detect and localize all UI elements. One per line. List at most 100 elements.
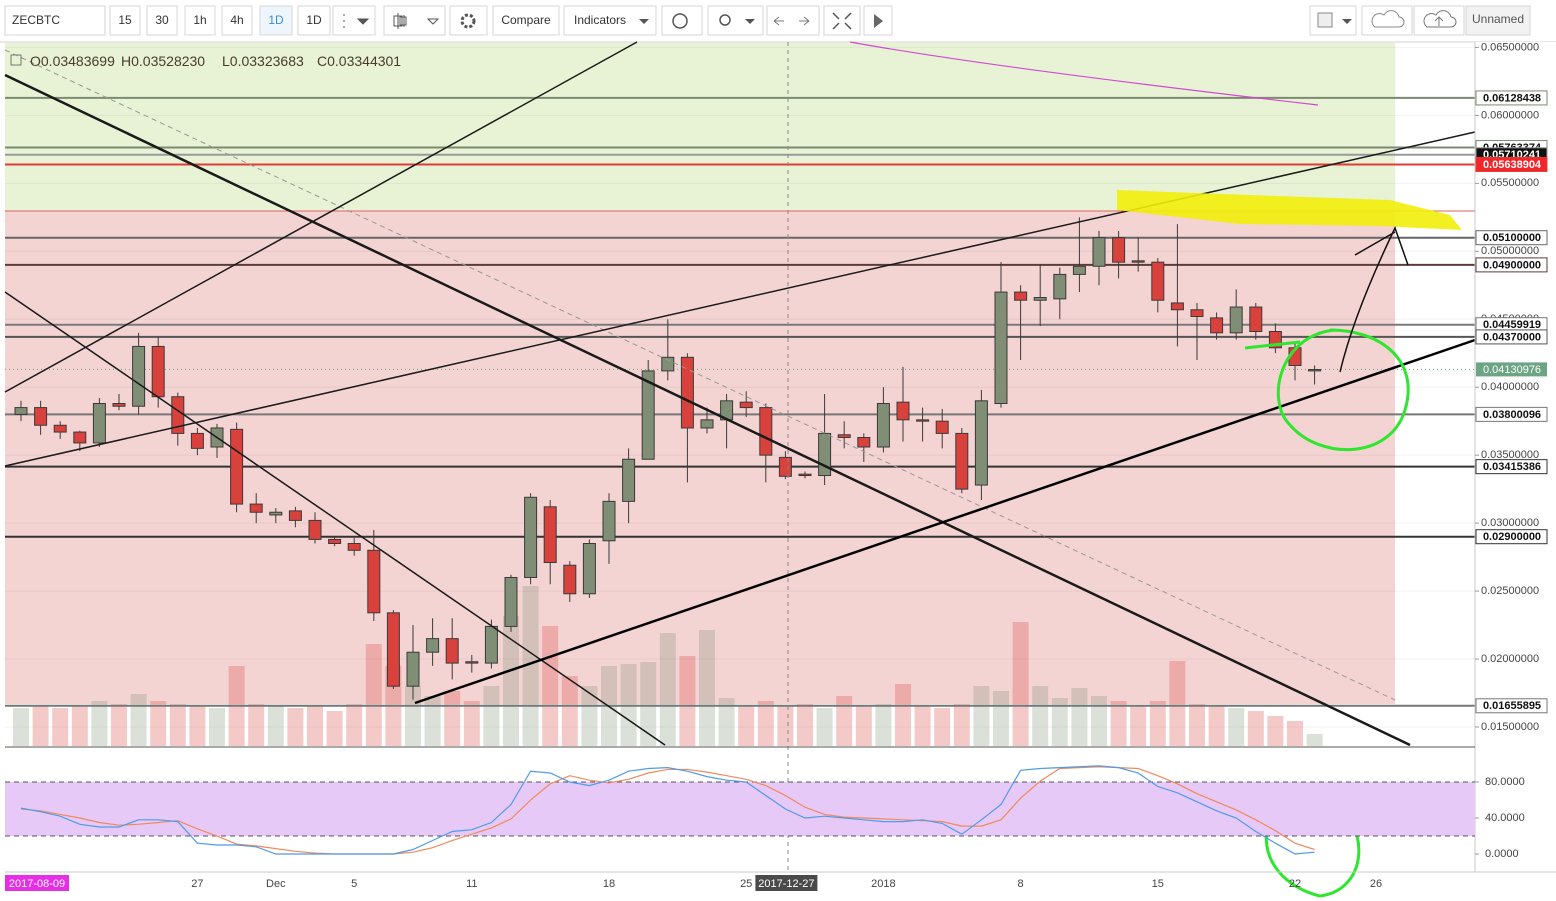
level-label: 0.03415386 [1483,461,1541,473]
fullscreen-btn[interactable] [823,5,861,36]
candle-body [14,407,28,415]
candle-body [582,542,596,595]
candle-body [386,612,400,687]
layout-name-box[interactable] [1465,5,1531,36]
volume-bar [895,684,911,746]
candle-body [837,434,851,438]
candle-icon [393,13,440,29]
candle-body [1053,273,1067,300]
candles [14,217,1322,700]
candle-body [1190,309,1204,318]
cloud-icon [1423,10,1457,28]
volume-bar [914,706,931,746]
x-tick-label: Dec [266,878,286,890]
alert-icon [672,13,688,29]
volume-bar [993,691,1009,746]
volume-bar [1287,721,1303,746]
candle-body [1170,302,1184,311]
interval-btn[interactable] [184,5,216,36]
ohlc-item: H0.03528230 [121,53,205,69]
y-tick-label: 0.06000000 [1481,109,1539,121]
volume-bar [503,616,519,746]
trend-line [4,41,638,393]
ohlc-item: C0.03344301 [317,53,401,69]
undo-icon [773,16,810,26]
candle-body [1151,261,1165,301]
legend-icon [10,54,22,66]
drawings [4,41,1476,898]
ohlc-value: 0.03344301 [327,53,401,69]
volume-bar [287,708,304,746]
stoch-tick-label: 40.0000 [1485,812,1525,824]
volume-bar [1208,706,1225,746]
candle-body [680,356,694,429]
x-tick-label: 15 [1152,878,1164,890]
volume-bar [52,708,69,746]
candle-body [1229,306,1243,334]
crosshair-badge [755,875,818,891]
replay-btn[interactable] [707,5,764,36]
y-tick-label: 0.05500000 [1481,177,1539,189]
interval-btn[interactable] [297,5,331,36]
volume-bar [797,704,813,746]
volume-bar [640,662,657,746]
candle-body [308,519,322,540]
volume-bar [1267,716,1284,746]
level-badge [1475,698,1548,714]
ohlc-key: H [121,53,131,69]
level-label: 0.06128438 [1483,92,1541,104]
interval-btn-active[interactable] [259,5,293,36]
candle-body [661,356,675,372]
x-tick-label: 26 [1370,878,1382,890]
volume-bar [1169,661,1186,746]
alert-btn[interactable] [661,5,703,36]
trend-line [414,338,1476,705]
volume-bar [1051,698,1068,746]
interval-btn[interactable] [146,5,178,36]
ohlc-key: L [222,53,230,69]
volume-bar [1130,706,1147,746]
candle-body [465,661,479,664]
compare-btn[interactable] [492,5,560,36]
candle-body [73,431,87,444]
level-label: 0.05100000 [1483,232,1541,244]
volume-bar [757,701,774,746]
candle-body [994,291,1008,405]
stoch-tick-label: 0.0000 [1485,848,1519,860]
candle-body [445,638,459,664]
more-btn[interactable] [332,5,376,36]
candle-body [798,473,812,477]
volume-bar [1228,708,1245,746]
candle-body [1033,297,1047,301]
volume-bar [1091,696,1107,746]
last-price-label: 0.04130976 [1483,364,1541,376]
volume-bar [855,706,872,746]
candle-body [935,420,949,434]
candle-body [1014,291,1028,301]
level-label: 0.03800096 [1483,409,1541,421]
candle-body [1210,317,1224,334]
candle-body [367,549,381,614]
candle-body [974,400,988,486]
level-label: 0.01655895 [1483,700,1541,712]
interval-btn[interactable] [221,5,253,36]
stoch-band [5,782,1475,837]
symbol-box[interactable] [4,5,106,36]
more-icon [343,14,370,28]
volume-bar [561,676,578,746]
settings-btn[interactable] [449,5,488,36]
x-tick-label: 8 [1018,878,1024,890]
volume-bar [444,691,461,746]
candle-body [778,456,792,477]
layout-name: Unnamed [1472,12,1524,26]
compare: Compare [501,13,551,27]
interval-btn[interactable] [109,5,141,36]
ohlc-item: L0.03323683 [222,53,304,69]
trend-dashed [4,49,1396,701]
cloud-save[interactable] [1361,5,1413,36]
volume-bar [71,706,88,746]
volume-bar [483,686,500,746]
dropdown-icon [639,19,649,24]
volume-bar [718,698,735,746]
volume-bar [365,644,382,746]
